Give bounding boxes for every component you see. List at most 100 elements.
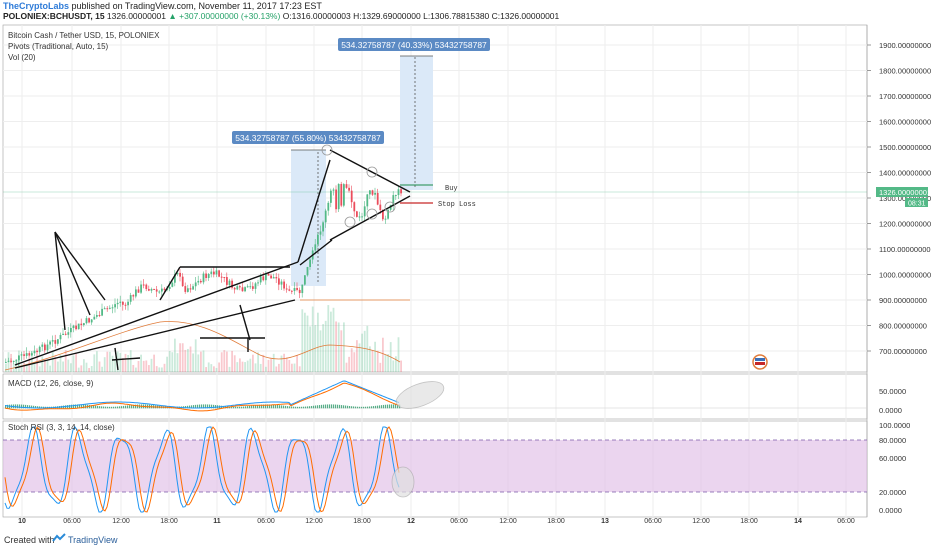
close-value: C:1326.00000001: [491, 11, 560, 21]
footer: Created with TradingView: [0, 530, 932, 550]
legend-pair: Bitcoin Cash / Tether USD, 15, POLONIEX: [8, 31, 160, 40]
macd-highlight: [395, 381, 445, 409]
channel-top-line[interactable]: [14, 261, 299, 366]
time-tick-label: 06:00: [644, 518, 662, 525]
low-value: L:1306.78815380: [423, 11, 490, 21]
stoch-d-line: [4, 426, 400, 513]
header-bar: TheCryptoLabs published on TradingView.c…: [0, 0, 932, 22]
touch-circles: [321, 144, 396, 228]
head-left-line[interactable]: [54, 231, 66, 331]
buy-label: Buy: [445, 185, 458, 193]
flag-icon-stripe-2: [755, 362, 765, 365]
head-mid-line[interactable]: [54, 231, 91, 316]
ohlc-line: POLONIEX:BCHUSDT, 15 1326.00000001 ▲ +30…: [3, 11, 559, 22]
price-tick-label: 1200.00000000: [879, 220, 931, 229]
countdown-text: 08:31: [908, 201, 926, 208]
high-value: H:1329.69000000: [353, 11, 421, 21]
price-tick-label: 700.00000000: [879, 347, 927, 356]
time-tick-label: 13: [601, 518, 609, 525]
price-tick-label: 1500.00000000: [879, 143, 931, 152]
publish-info: published on TradingView.com, November 1…: [71, 1, 322, 11]
chart-svg[interactable]: Bitcoin Cash / Tether USD, 15, POLONIEX …: [0, 22, 932, 530]
channel-bottom-line[interactable]: [14, 299, 296, 369]
time-tick-label: 11: [213, 518, 221, 525]
time-tick-label: 12: [407, 518, 415, 525]
wedge-tip-line[interactable]: [239, 304, 251, 341]
stoch-band: [3, 440, 867, 492]
stoch-tick-label: 100.0000: [879, 421, 910, 430]
chart-area[interactable]: Bitcoin Cash / Tether USD, 15, POLONIEX …: [0, 22, 932, 530]
macd-signal-line: [4, 382, 400, 412]
head-right-line[interactable]: [54, 231, 106, 301]
countdown-tag: [905, 198, 928, 207]
stop-loss-label: Stop Loss: [438, 201, 476, 209]
time-tick-label: 12:00: [499, 518, 517, 525]
time-tick-label: 18:00: [740, 518, 758, 525]
author-link[interactable]: TheCryptoLabs: [3, 1, 70, 11]
trendline-drawings[interactable]: [14, 149, 411, 371]
time-axis[interactable]: 10 06:00 12:00 18:00 11 06:00 12:00 18:00 12 06:0…: [18, 518, 855, 525]
price-tick-label: 900.00000000: [879, 296, 927, 305]
measure-label-1: [232, 131, 384, 144]
macd-line: [4, 380, 400, 409]
price-tag-text: 1326.00000001: [879, 188, 931, 197]
stoch-tick-label: 0.0000: [879, 506, 902, 515]
measure-box-2[interactable]: [400, 56, 433, 190]
tradingview-brand-link[interactable]: TradingView: [68, 535, 118, 545]
price-tick-label: 1600.00000000: [879, 118, 931, 127]
price-change: ▲ +307.00000000 (+30.13%): [168, 11, 281, 21]
price-tick-label: 1000.00000000: [879, 271, 931, 280]
base-tick-2[interactable]: [114, 347, 119, 371]
price-tick-label: 1900.00000000: [879, 41, 931, 50]
price-axis[interactable]: 1900.00000000 1800.00000000 1700.00000000 1…: [867, 41, 931, 356]
time-tick-label: 18:00: [547, 518, 565, 525]
price-tick-label: 1400.00000000: [879, 169, 931, 178]
triangle-support-line[interactable]: [299, 239, 333, 266]
stoch-title: Stoch RSI (3, 3, 14, 14, close): [8, 423, 115, 432]
stoch-tick-label: 80.0000: [879, 436, 906, 445]
stoch-highlight: [391, 466, 415, 498]
price-tick-label: 1700.00000000: [879, 92, 931, 101]
open-value: O:1316.00000003: [282, 11, 351, 21]
price-tick-label: 1800.00000000: [879, 67, 931, 76]
volume-bars: [5, 305, 402, 372]
stoch-tick-label: 20.0000: [879, 488, 906, 497]
time-tick-label: 12:00: [692, 518, 710, 525]
time-tick-label: 10: [18, 518, 26, 525]
stoch-axis: 100.0000 80.0000 60.0000 20.0000 0.0000: [879, 421, 910, 515]
time-tick-label: 06:00: [63, 518, 81, 525]
macd-title: MACD (12, 26, close, 9): [8, 379, 94, 388]
time-tick-label: 18:00: [160, 518, 178, 525]
measure-text-2: 534.32758787 (40.33%) 53432758787: [341, 40, 487, 50]
time-tick-label: 06:00: [837, 518, 855, 525]
breakout-line[interactable]: [297, 159, 331, 263]
price-tick-label: 800.00000000: [879, 322, 927, 331]
time-tick-label: 18:00: [353, 518, 371, 525]
time-tick-label: 14: [794, 518, 802, 525]
time-tick-label: 12:00: [112, 518, 130, 525]
time-tick-label: 06:00: [450, 518, 468, 525]
last-price: 1326.00000001: [106, 11, 167, 21]
measure-text-1: 534.32758787 (55.80%) 53432758787: [235, 133, 381, 143]
measure-label-2: [338, 38, 490, 51]
time-tick-label: 06:00: [257, 518, 275, 525]
legend-vol: Vol (20): [8, 53, 36, 62]
publish-line: TheCryptoLabs published on TradingView.c…: [3, 1, 322, 12]
macd-tick-label: 50.0000: [879, 387, 906, 396]
price-tag: [876, 187, 928, 197]
macd-axis: 50.0000 0.0000: [879, 387, 906, 415]
legend-pivots: Pivots (Traditional, Auto, 15): [8, 42, 109, 51]
created-with-text: Created with: [4, 535, 55, 545]
grid: [3, 25, 867, 517]
flag-left-line[interactable]: [159, 266, 181, 301]
stoch-tick-label: 60.0000: [879, 454, 906, 463]
triangle-bottom-line[interactable]: [329, 195, 411, 241]
measure-box-1[interactable]: [291, 150, 326, 286]
tradingview-logo-icon[interactable]: [52, 533, 66, 543]
triangle-top-line[interactable]: [329, 149, 411, 193]
candles: [5, 180, 402, 366]
flag-icon-stripe: [755, 358, 765, 361]
time-tick-label: 12:00: [305, 518, 323, 525]
macd-tick-label: 0.0000: [879, 406, 902, 415]
stoch-k-line: [4, 426, 400, 513]
